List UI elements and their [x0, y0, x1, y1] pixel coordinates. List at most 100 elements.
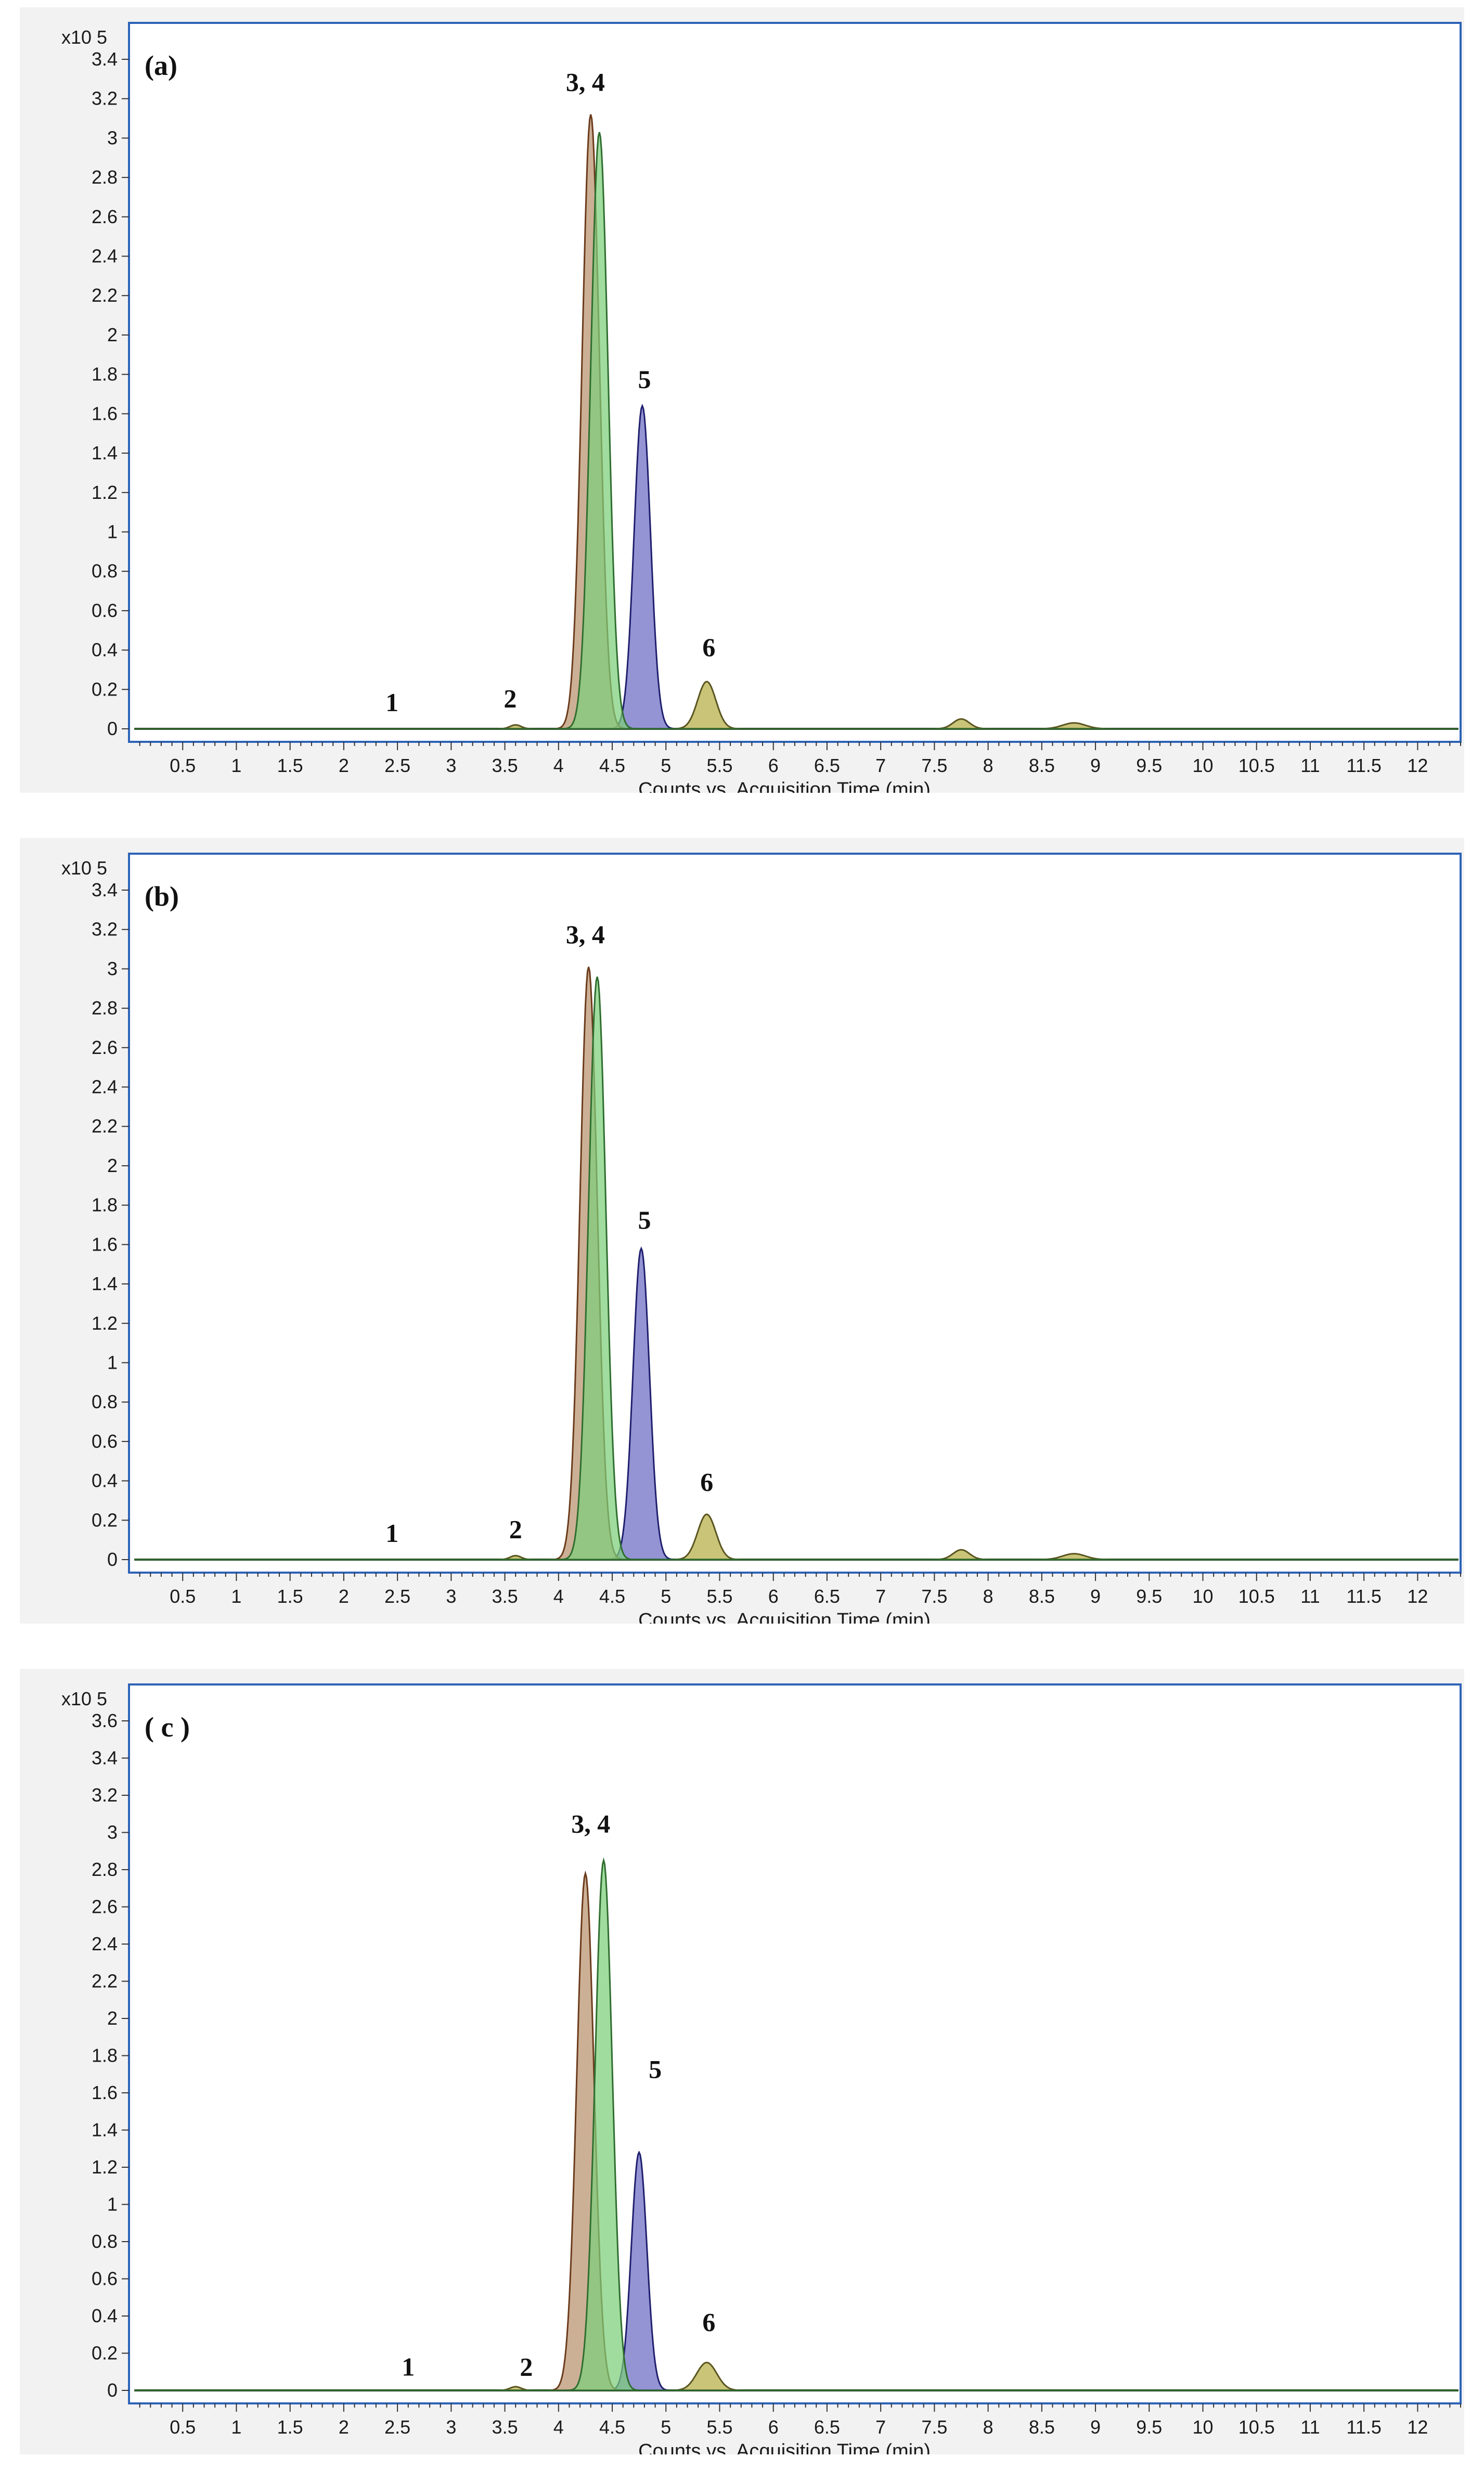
x-tick-label: 5.5	[706, 1586, 732, 1607]
x-tick-label: 3	[446, 1586, 456, 1607]
chart-panel-b: 0 0.2 0.4 0.6 0.8 1 1.2 1.4 1.6 1.8 2 2.2 2.4 2.6 2.8 3…	[20, 838, 1464, 1624]
x-tick-label: 7.5	[921, 2416, 947, 2438]
y-tick-label: 0.4	[92, 1470, 118, 1491]
y-tick-label: 2	[107, 1155, 118, 1176]
peak-label: 3, 4	[571, 1809, 610, 1838]
x-tick-label: 1.5	[277, 1586, 303, 1607]
y-tick-label: 1.6	[92, 1233, 118, 1255]
y-tick-label: 0.8	[92, 1391, 118, 1412]
x-tick-label: 7	[875, 1586, 886, 1607]
y-tick-label: 0.2	[92, 678, 118, 700]
x-tick-label: 7	[875, 755, 886, 776]
y-tick-label: 1	[107, 2194, 118, 2215]
x-tick-label: 9	[1090, 1586, 1101, 1607]
x-axis-title: Counts vs. Acquisition Time (min)	[638, 779, 931, 793]
y-tick-label: 0	[107, 1549, 118, 1570]
x-tick-label: 3	[446, 755, 456, 776]
x-tick-label: 0.5	[170, 755, 196, 776]
x-tick-label: 7.5	[921, 1586, 947, 1607]
y-tick-label: 2.2	[92, 285, 118, 306]
series-area-4	[134, 1857, 1459, 2391]
x-tick-label: 8.5	[1029, 755, 1055, 776]
x-tick-label: 6.5	[814, 1586, 840, 1607]
peak-label: 2	[520, 2352, 533, 2381]
y-tick-label: 1.8	[92, 1194, 118, 1216]
x-tick-label: 3	[446, 2416, 456, 2438]
x-tick-label: 9.5	[1136, 755, 1162, 776]
y-tick-label: 1.6	[92, 2082, 118, 2103]
panel-label: (b)	[145, 881, 179, 912]
y-tick-label: 3.2	[92, 919, 118, 940]
chromatogram-a: 0 0.2 0.4 0.6 0.8 1 1.2 1.4 1.6 1.8 2 2.2 2.4 2.6 2.8 3…	[61, 22, 1462, 793]
y-tick-label: 2.6	[92, 1037, 118, 1058]
y-tick-label: 2.6	[92, 1896, 118, 1918]
y-tick-label: 2.4	[92, 246, 118, 267]
y-tick-label: 3.6	[92, 1710, 118, 1731]
x-tick-label: 5	[661, 755, 671, 776]
peak-label: 6	[702, 2308, 715, 2337]
y-tick-label: 3.4	[92, 48, 118, 70]
y-exponent-label: x10 5	[61, 1688, 107, 1709]
x-tick-label: 10	[1192, 2416, 1213, 2438]
peak-label: 3, 4	[566, 68, 605, 97]
x-tick-label: 2.5	[384, 2416, 410, 2438]
x-tick-label: 11.5	[1346, 755, 1381, 776]
y-tick-label: 1.2	[92, 1313, 118, 1334]
x-tick-label: 0.5	[170, 1586, 196, 1607]
x-tick-label: 6.5	[814, 2416, 840, 2438]
peak-label: 5	[649, 2054, 662, 2083]
x-tick-label: 1	[231, 755, 241, 776]
x-tick-label: 4	[553, 1586, 564, 1607]
y-tick-label: 0.2	[92, 2343, 118, 2364]
x-axis-title: Counts vs. Acquisition Time (min)	[638, 1610, 931, 1624]
chromatogram-b: 0 0.2 0.4 0.6 0.8 1 1.2 1.4 1.6 1.8 2 2.2 2.4 2.6 2.8 3…	[61, 853, 1462, 1624]
panel-label: ( c )	[145, 1712, 190, 1743]
x-tick-label: 12	[1407, 755, 1428, 776]
plot-area	[128, 1683, 1462, 2404]
y-tick-label: 0.6	[92, 2268, 118, 2289]
y-tick-label: 3	[107, 1822, 118, 1843]
y-exponent-label: x10 5	[61, 27, 107, 48]
peak-label: 1	[385, 1519, 398, 1548]
y-tick-label: 1	[107, 521, 118, 542]
x-tick-label: 6	[768, 755, 779, 776]
x-tick-label: 7	[875, 2416, 886, 2438]
y-tick-label: 0.2	[92, 1509, 118, 1530]
x-tick-label: 9	[1090, 2416, 1101, 2438]
y-tick-label: 1.4	[92, 2119, 118, 2141]
y-tick-label: 2.4	[92, 1933, 118, 1954]
x-tick-label: 1	[231, 1586, 241, 1607]
x-tick-label: 4	[553, 755, 564, 776]
series-area-4	[134, 132, 1459, 730]
x-tick-label: 10	[1192, 755, 1213, 776]
x-tick-label: 6	[768, 1586, 779, 1607]
x-tick-label: 6.5	[814, 755, 840, 776]
x-tick-label: 1.5	[277, 2416, 303, 2438]
x-tick-label: 2.5	[384, 755, 410, 776]
x-tick-label: 12	[1407, 2416, 1428, 2438]
peak-label: 2	[509, 1514, 522, 1543]
x-tick-label: 2	[339, 755, 349, 776]
y-tick-label: 0.6	[92, 600, 118, 621]
x-tick-label: 1.5	[277, 755, 303, 776]
x-tick-label: 9.5	[1136, 2416, 1162, 2438]
x-tick-label: 9	[1090, 755, 1101, 776]
x-tick-label: 12	[1407, 1586, 1428, 1607]
x-tick-label: 8.5	[1029, 1586, 1055, 1607]
y-tick-label: 2.8	[92, 166, 118, 188]
peak-label: 5	[638, 365, 651, 394]
peak-label: 2	[504, 684, 517, 713]
peak-label: 3, 4	[566, 920, 605, 949]
y-tick-label: 0.4	[92, 639, 118, 661]
y-tick-label: 2.6	[92, 206, 118, 227]
y-tick-label: 0.8	[92, 560, 118, 582]
y-tick-label: 3	[107, 958, 118, 979]
x-tick-label: 11	[1300, 755, 1320, 776]
peak-label: 1	[402, 2352, 415, 2381]
x-tick-label: 5.5	[706, 2416, 732, 2438]
y-tick-label: 2	[107, 324, 118, 345]
x-tick-label: 10	[1192, 1586, 1213, 1607]
x-tick-label: 3.5	[492, 2416, 518, 2438]
x-axis-title: Counts vs. Acquisition Time (min)	[638, 2440, 931, 2454]
x-tick-label: 5	[661, 2416, 671, 2438]
